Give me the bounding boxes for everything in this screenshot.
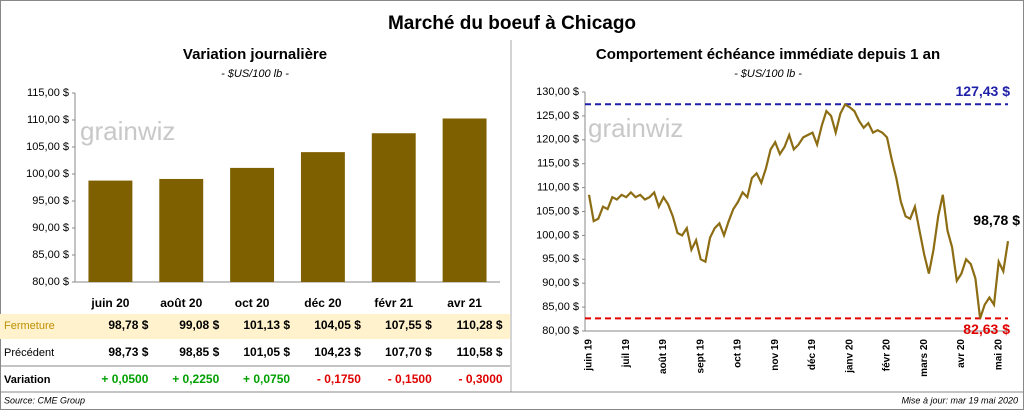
table-cell: 99,08 $ (179, 318, 219, 332)
table-cell: 101,05 $ (243, 345, 290, 359)
table-cell: 110,58 $ (457, 345, 503, 359)
x-tick-label: janv 20 (844, 339, 855, 374)
y-tick-label: 125,00 $ (536, 110, 579, 122)
table-cell: + 0,2250 (172, 372, 219, 386)
table-cell: 98,85 $ (179, 345, 219, 359)
reference-label: 127,43 $ (956, 83, 1011, 99)
x-tick-label: déc 19 (807, 339, 818, 371)
chart-title: Variation journalière (183, 46, 327, 63)
x-tick-label: juin 20 (90, 296, 129, 310)
table-row-label: Précédent (4, 347, 54, 359)
x-tick-label: déc 20 (304, 296, 342, 310)
x-tick-label: févr 21 (374, 296, 413, 310)
x-tick-label: août 19 (658, 339, 669, 374)
y-tick-label: 95,00 $ (542, 253, 579, 265)
table-cell: 104,23 $ (314, 345, 361, 359)
y-tick-label: 85,00 $ (32, 249, 69, 261)
bar (88, 180, 133, 282)
table-cell: + 0,0500 (101, 372, 148, 386)
chart-subtitle: - $US/100 lb - (221, 68, 289, 80)
x-tick-label: nov 19 (770, 339, 781, 371)
table-row-label: Fermeture (4, 320, 55, 332)
y-tick-label: 110,00 $ (537, 182, 579, 194)
table-cell: 101,13 $ (243, 318, 290, 332)
x-tick-label: oct 20 (235, 296, 270, 310)
page-title: Marché du boeuf à Chicago (388, 13, 636, 34)
y-tick-label: 100,00 $ (536, 229, 579, 241)
updated: Mise à jour: mar 19 mai 2020 (901, 395, 1018, 405)
table-cell: 104,05 $ (314, 318, 361, 332)
x-tick-label: août 20 (160, 296, 202, 310)
x-tick-label: juil 19 (621, 339, 632, 369)
table-cell: - 0,3000 (459, 372, 503, 386)
x-tick-label: mai 20 (993, 339, 1004, 371)
chart-title: Comportement échéance immédiate depuis 1… (596, 46, 940, 63)
x-tick-label: oct 19 (733, 339, 744, 368)
y-tick-label: 90,00 $ (32, 222, 69, 234)
x-tick-label: févr 20 (882, 339, 893, 372)
price-line (587, 102, 1010, 319)
y-tick-label: 105,00 $ (26, 141, 69, 153)
y-tick-label: 100,00 $ (26, 168, 69, 180)
table-cell: 107,55 $ (385, 318, 432, 332)
y-tick-label: 80,00 $ (542, 325, 579, 337)
table-cell: 98,78 $ (108, 318, 148, 332)
table-cell: - 0,1750 (317, 372, 361, 386)
x-tick-label: avr 21 (447, 296, 482, 310)
y-tick-label: 120,00 $ (536, 134, 579, 146)
x-tick-label: mars 20 (919, 339, 930, 377)
table-row-label: Variation (4, 374, 51, 386)
table-cell: 98,73 $ (108, 345, 148, 359)
bar (300, 152, 345, 282)
table-cell: - 0,1500 (388, 372, 432, 386)
x-tick-label: sept 19 (695, 339, 706, 374)
x-tick-label: avr 20 (956, 339, 967, 368)
bar (371, 133, 416, 282)
table-cell: + 0,0750 (243, 372, 290, 386)
y-tick-label: 130,00 $ (536, 86, 579, 98)
bar (159, 178, 204, 282)
bar (442, 118, 487, 282)
source: Source: CME Group (4, 395, 85, 405)
reference-label: 82,63 $ (963, 321, 1010, 337)
y-tick-label: 110,00 $ (27, 114, 69, 126)
watermark: grainwiz (588, 113, 683, 143)
bar (230, 167, 275, 282)
y-tick-label: 95,00 $ (32, 195, 69, 207)
y-tick-label: 115,00 $ (27, 87, 69, 99)
watermark: grainwiz (80, 116, 175, 146)
y-tick-label: 105,00 $ (536, 205, 579, 217)
y-tick-label: 115,00 $ (537, 158, 579, 170)
end-label: 98,78 $ (973, 212, 1020, 228)
highlight-row (0, 314, 510, 339)
y-tick-label: 80,00 $ (32, 276, 69, 288)
table-cell: 110,28 $ (457, 318, 503, 332)
table-cell: 107,70 $ (385, 345, 432, 359)
y-tick-label: 85,00 $ (542, 301, 579, 313)
x-tick-label: juin 19 (584, 339, 595, 372)
y-tick-label: 90,00 $ (542, 277, 579, 289)
chart-subtitle: - $US/100 lb - (734, 68, 802, 80)
